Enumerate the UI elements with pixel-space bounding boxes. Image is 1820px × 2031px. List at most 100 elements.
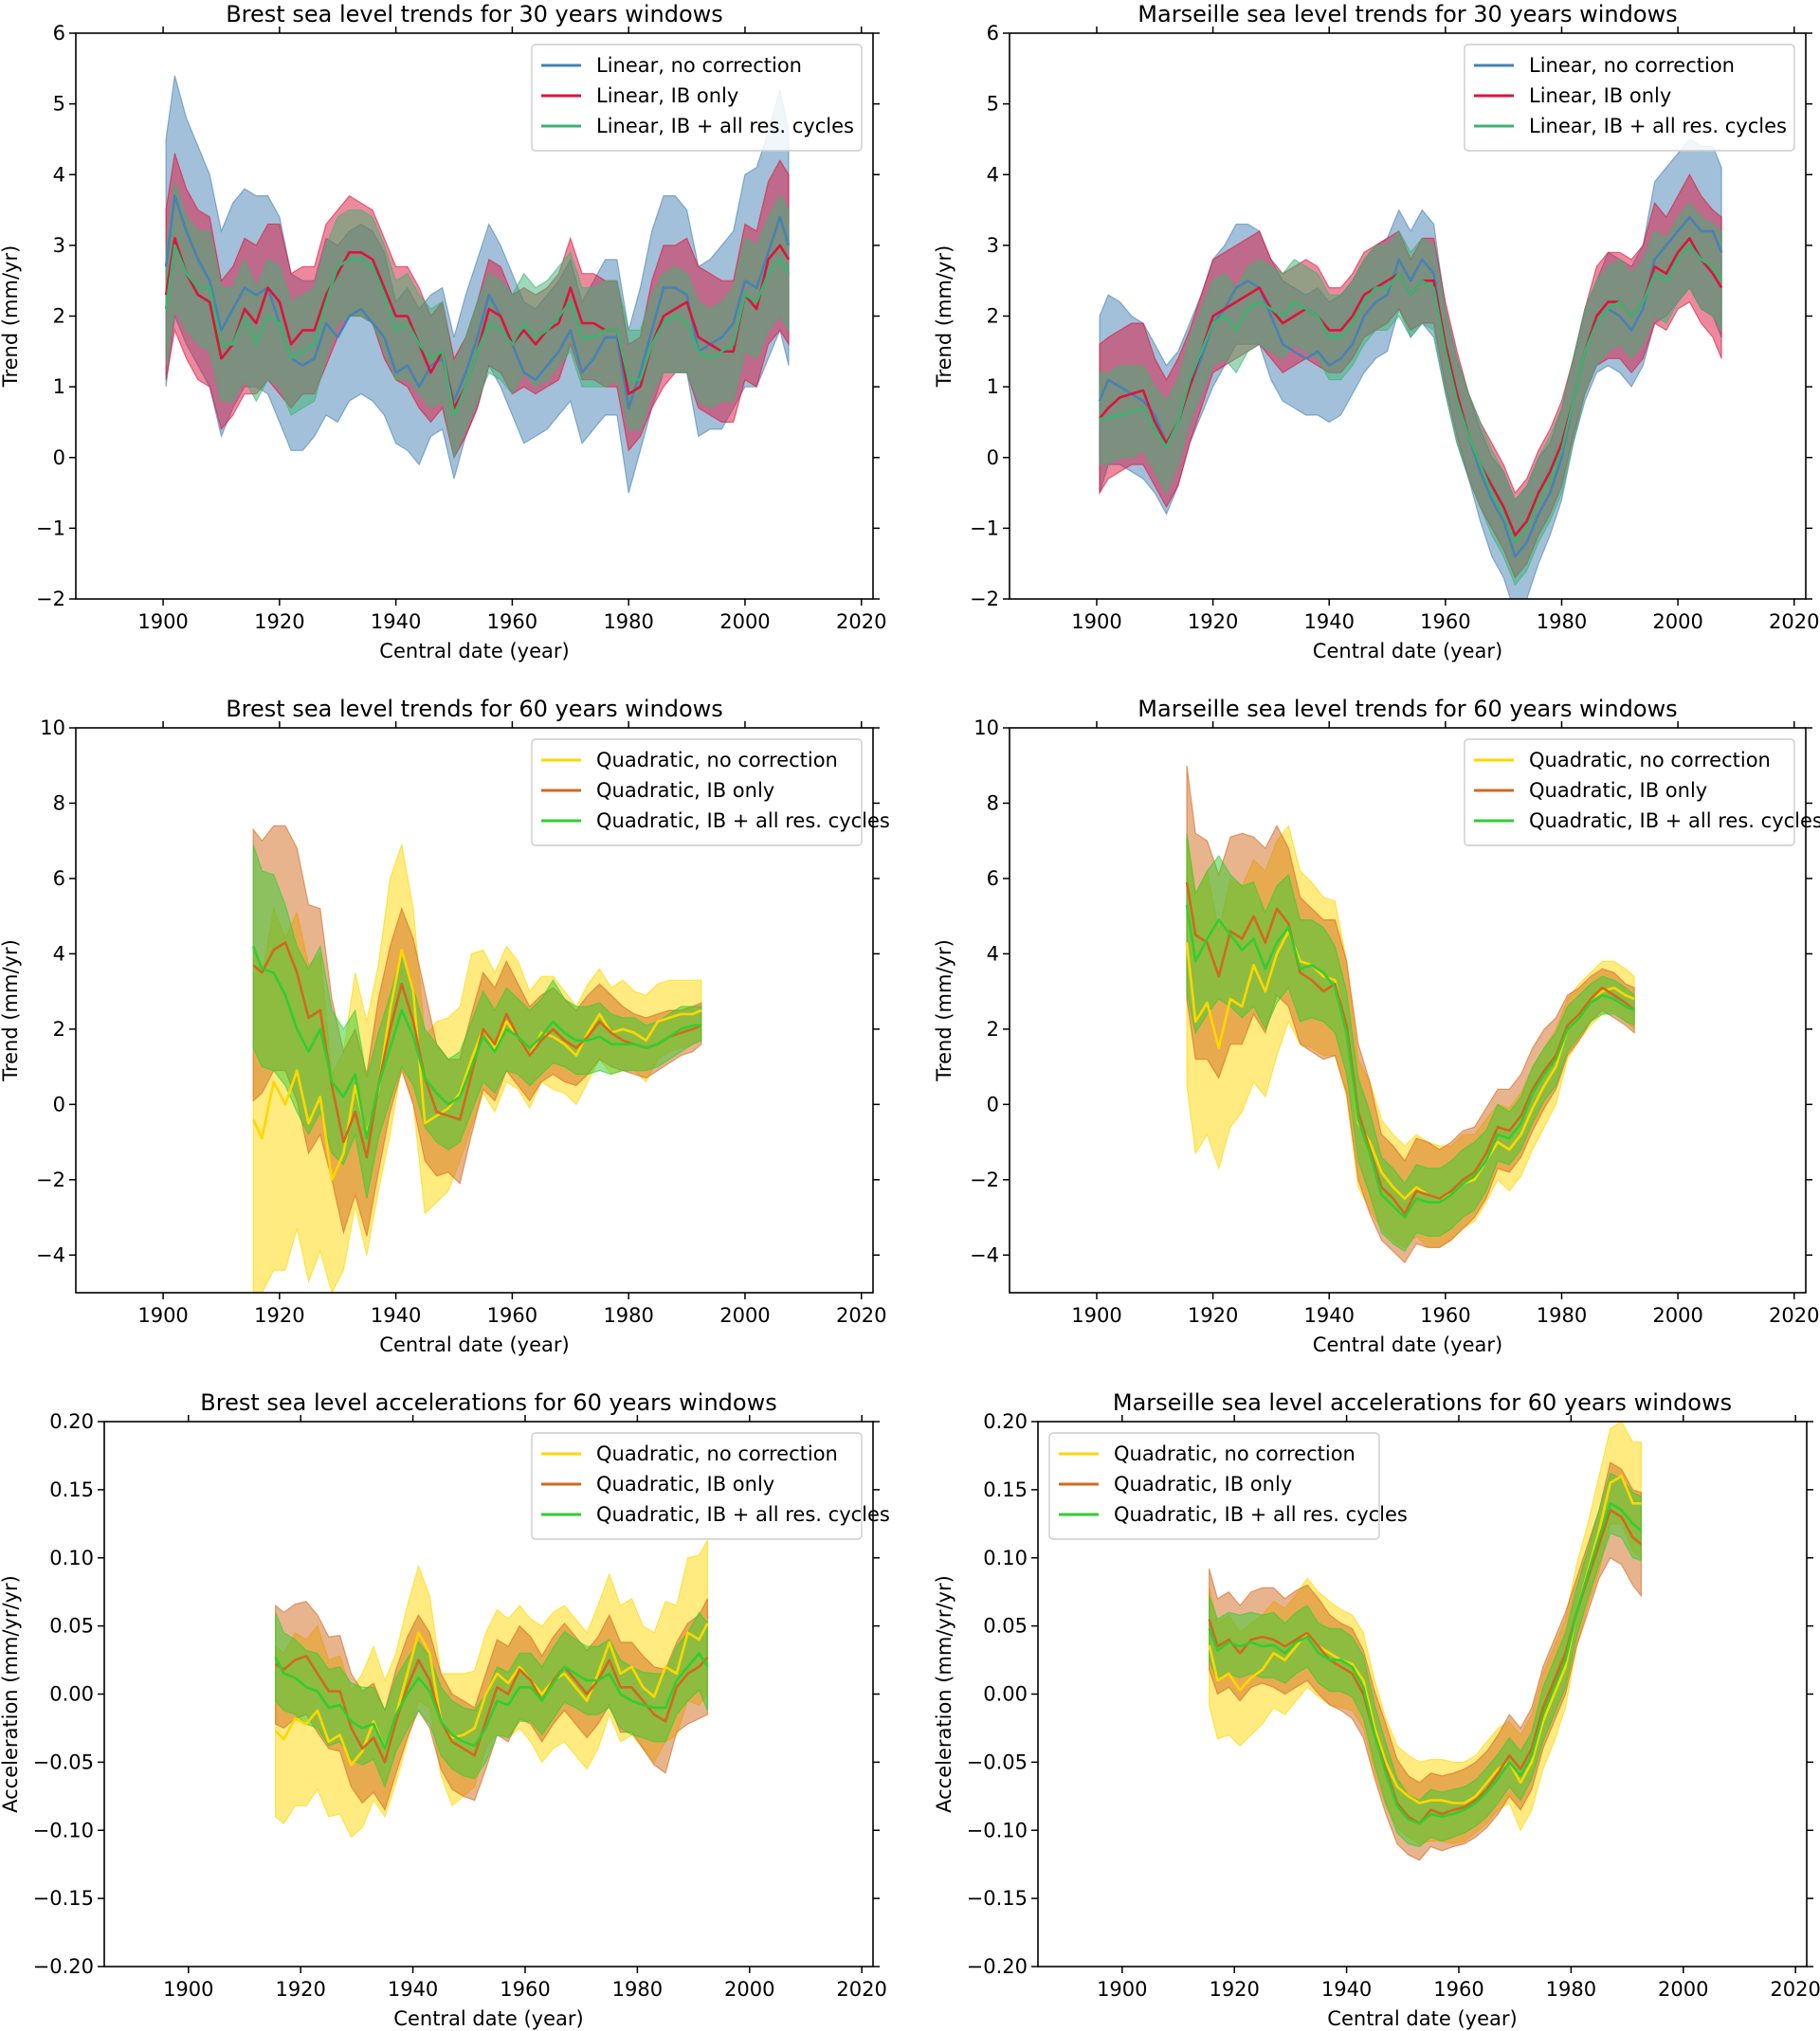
y-tick-label: 0.10 — [983, 1547, 1028, 1569]
legend: Linear, no correction Linear, IB only Line… — [1464, 44, 1795, 152]
x-tick-label: 1900 — [1071, 610, 1121, 633]
series-line-0 — [252, 949, 702, 1182]
chart-title: Brest sea level trends for 30 years wind… — [226, 1, 723, 27]
x-tick-label: 1960 — [1420, 610, 1470, 633]
legend-label-2: Linear, IB + all res. cycles — [1529, 115, 1787, 137]
legend-label-2: Quadratic, IB + all res. cycles — [1529, 809, 1820, 832]
y-tick-label: 8 — [53, 791, 65, 814]
y-tick-label: 0.05 — [49, 1615, 94, 1638]
y-tick-label: −0.15 — [967, 1887, 1028, 1910]
y-tick-label: 10 — [974, 716, 999, 739]
y-tick-label: 5 — [53, 93, 65, 116]
legend: Quadratic, no correction Quadratic, IB on… — [1048, 1432, 1408, 1540]
chart-panel-marseille-60-trend: Marseille sea level trends for 60 years … — [933, 696, 1820, 1356]
y-tick-label: 0.15 — [983, 1478, 1028, 1501]
y-tick-label: −0.15 — [33, 1887, 94, 1910]
x-tick-label: 1920 — [254, 1304, 304, 1327]
y-tick-label: 4 — [53, 163, 65, 186]
legend-label-1: Linear, IB only — [596, 84, 738, 107]
x-tick-label: 1920 — [254, 610, 304, 633]
x-tick-label: 2000 — [719, 610, 770, 633]
y-tick-label: 0 — [53, 446, 65, 469]
x-axis-label: Central date (year) — [1313, 640, 1502, 662]
x-tick-label: 1960 — [487, 610, 537, 633]
x-tick-label: 2020 — [836, 1304, 886, 1327]
x-tick-label: 1980 — [603, 610, 653, 633]
plot-area — [1098, 138, 1723, 599]
legend-label-0: Quadratic, no correction — [1529, 749, 1771, 771]
legend-box — [531, 44, 863, 152]
x-tick-label: 1940 — [1303, 610, 1354, 633]
y-tick-label: −4 — [36, 1243, 65, 1266]
x-tick-label: 1980 — [612, 1978, 663, 2001]
confidence-band-2 — [165, 181, 790, 460]
y-tick-label: −2 — [36, 1169, 65, 1191]
legend-label-2: Quadratic, IB + all res. cycles — [1114, 1503, 1408, 1526]
y-tick-label: 0.10 — [49, 1547, 94, 1569]
y-tick-label: −1 — [970, 517, 999, 539]
series-line-2 — [1208, 1502, 1643, 1825]
x-tick-label: 1940 — [371, 1304, 421, 1327]
y-axis-label: Trend (mm/yr) — [933, 939, 956, 1082]
y-tick-label: −2 — [970, 588, 999, 610]
y-tick-label: 1 — [53, 375, 65, 398]
legend-box — [1464, 44, 1795, 152]
x-tick-label: 1920 — [275, 1978, 325, 2001]
y-tick-label: −0.05 — [967, 1750, 1028, 1773]
x-tick-label: 1920 — [1188, 1304, 1238, 1327]
x-tick-label: 2000 — [1652, 610, 1702, 633]
series-line-2 — [1100, 244, 1723, 544]
series-line-0 — [1185, 930, 1635, 1200]
x-tick-label: 2020 — [1769, 610, 1819, 633]
axes-frame — [75, 727, 874, 1294]
x-tick-label: 1960 — [1420, 1304, 1470, 1327]
legend-label-1: Linear, IB only — [1529, 84, 1671, 107]
chart-title: Marseille sea level trends for 60 years … — [1138, 696, 1677, 722]
y-tick-label: 3 — [987, 234, 999, 257]
x-tick-label: 1900 — [163, 1978, 213, 2001]
y-tick-label: −0.05 — [33, 1750, 94, 1773]
confidence-band-2 — [1099, 202, 1722, 587]
x-tick-label: 1960 — [500, 1978, 550, 2001]
legend-box — [1048, 1432, 1380, 1540]
plot-area — [251, 825, 702, 1293]
series-line-1 — [274, 1655, 709, 1764]
y-axis-label: Acceleration (mm/yr/yr) — [0, 1575, 22, 1813]
x-tick-label: 2000 — [724, 1978, 774, 2001]
y-tick-label: 0 — [987, 446, 999, 469]
y-tick-label: 0.20 — [49, 1410, 94, 1433]
y-tick-label: 0.20 — [983, 1410, 1028, 1433]
chart-title: Brest sea level trends for 60 years wind… — [226, 696, 723, 722]
legend-label-2: Quadratic, IB + all res. cycles — [596, 1503, 890, 1526]
y-tick-label: 6 — [53, 22, 65, 45]
y-tick-label: 6 — [53, 867, 65, 890]
legend-label-0: Quadratic, no correction — [596, 1442, 838, 1465]
x-axis-label: Central date (year) — [379, 640, 569, 662]
y-axis-label: Trend (mm/yr) — [0, 245, 22, 389]
y-tick-label: 2 — [987, 1018, 999, 1041]
x-axis-label: Central date (year) — [379, 1333, 569, 1356]
y-tick-label: 2 — [987, 305, 999, 328]
legend: Quadratic, no correction Quadratic, IB on… — [531, 738, 890, 846]
legend-label-0: Linear, no correction — [1529, 54, 1735, 77]
y-tick-label: 3 — [53, 234, 65, 257]
legend: Quadratic, no correction Quadratic, IB on… — [1464, 738, 1820, 846]
y-tick-label: −2 — [970, 1169, 999, 1191]
chart-title: Marseille sea level trends for 30 years … — [1138, 1, 1677, 27]
plot-area — [274, 1537, 709, 1839]
y-tick-label: 8 — [987, 791, 999, 814]
chart-panel-brest-30: Brest sea level trends for 30 years wind… — [0, 1, 886, 662]
series-line-0 — [274, 1623, 709, 1767]
y-tick-label: −1 — [36, 517, 65, 539]
y-tick-label: 0 — [987, 1093, 999, 1115]
y-tick-label: 2 — [53, 305, 65, 328]
x-tick-label: 2020 — [836, 610, 886, 633]
series-line-2 — [1185, 904, 1635, 1219]
chart-panel-brest-60-trend: Brest sea level trends for 60 years wind… — [0, 696, 890, 1356]
y-tick-label: −4 — [970, 1243, 999, 1266]
legend-box — [531, 1432, 863, 1540]
y-tick-label: 4 — [987, 942, 999, 965]
x-tick-label: 1900 — [137, 610, 188, 633]
legend-label-0: Linear, no correction — [596, 54, 802, 77]
